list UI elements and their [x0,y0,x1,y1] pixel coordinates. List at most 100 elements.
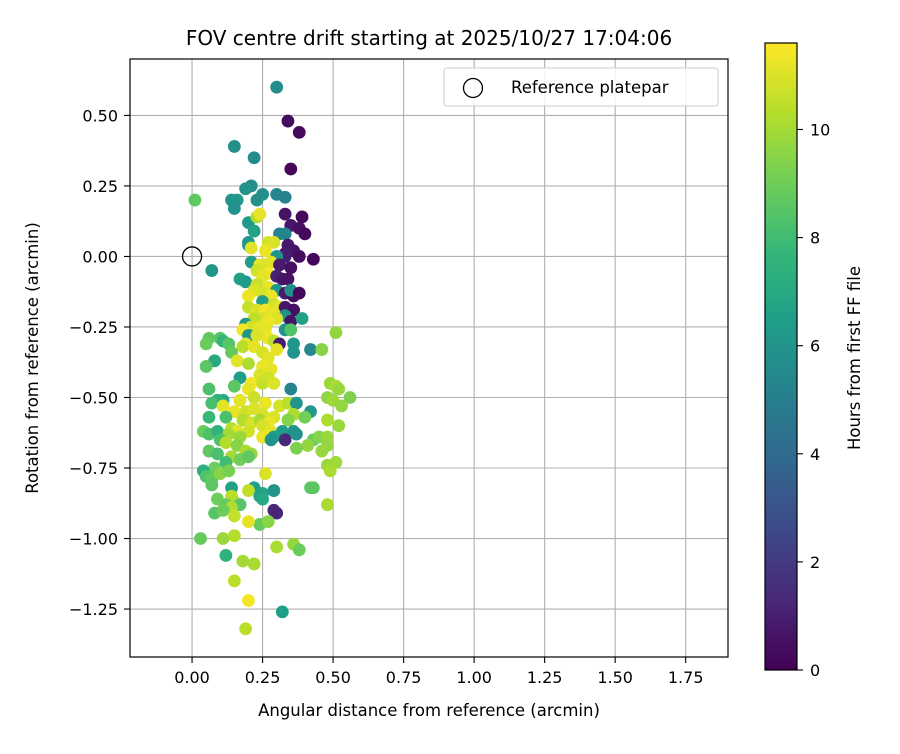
scatter-point [247,224,261,238]
scatter-point [202,410,216,424]
reference-platepar-marker [181,246,203,267]
scatter-point [258,244,272,258]
scatter-point [233,393,247,407]
scatter-point [239,622,253,636]
scatter-point [239,182,253,196]
y-tick-label: 0.50 [82,106,118,125]
colorbar-tick-label: 6 [810,337,820,356]
scatter-point [247,557,261,571]
scatter-point [247,391,261,404]
scatter-point [227,140,241,153]
scatter-point [258,467,272,481]
scatter-point [315,444,329,458]
scatter-point [230,354,244,368]
x-tick-label: 1.50 [597,668,633,687]
scatter-point [270,343,284,356]
scatter-point [292,286,306,300]
scatter-point [306,252,320,266]
scatter-point [321,498,334,512]
scatter-point [292,250,306,263]
colorbar: 0 2 4 6 8 10 Hours from first FF file [764,42,864,680]
scatter-point [270,80,284,94]
colorbar-tick-label: 10 [810,120,830,139]
scatter-point [216,532,230,545]
colorbar-frame [764,42,798,671]
grid-lines [130,59,728,657]
scatter-point [287,345,301,359]
plot-frame [129,58,729,658]
x-tick-label: 0.75 [386,668,422,687]
scatter-point [227,529,241,543]
scatter-point [284,162,298,176]
scatter-point [219,549,233,562]
scatter-point [335,399,348,413]
scatter-point [244,241,258,255]
y-axis-ticks: 0.50 0.25 0.00 −0.25 −0.50 −0.75 −1.00 −1.25 [69,106,130,619]
y-tick-label: −0.75 [69,459,118,478]
scatter-point [227,379,241,393]
legend: Reference platepar [443,67,719,107]
colorbar-gradient [765,43,797,670]
x-tick-label: 1.25 [527,668,563,687]
scatter-point [306,481,320,495]
scatter-point [329,326,343,340]
y-tick-label: −1.00 [69,530,118,549]
y-axis-title: Rotation from reference (arcmin) [23,222,42,494]
scatter-point [188,193,202,207]
x-tick-label: 1.00 [456,668,492,687]
scatter-point [216,503,230,517]
scatter-point [284,382,298,396]
scatter-point [242,289,255,303]
scatter-point [267,235,281,249]
scatter-point [290,427,303,441]
scatter-point [250,329,264,342]
legend-box [443,67,719,107]
scatter-point [211,447,224,461]
scatter-point [256,492,269,506]
scatter-point [298,410,312,424]
scatter-point [227,509,241,523]
scatter-point [256,376,269,390]
scatter-point [236,554,250,568]
scatter-point [281,114,295,128]
colorbar-ticks: 0 2 4 6 8 10 [797,120,830,680]
x-tick-label: 1.75 [668,668,704,687]
scatter-point [199,360,213,373]
scatter-point [250,193,264,207]
scatter-point [292,543,306,557]
x-tick-label: 0.25 [245,668,281,687]
scatter-point [304,343,317,356]
scatter-point [236,340,250,354]
scatter-point [242,594,255,607]
scatter-point [315,343,329,356]
scatter-point [267,376,281,390]
scatter-point [219,410,233,424]
scatter-point [199,337,213,351]
scatter-point [295,312,309,325]
scatter-point [273,258,286,272]
x-tick-label: 0.50 [315,668,351,687]
scatter-point [323,464,337,478]
legend-label: Reference platepar [511,78,669,97]
scatter-point [227,574,241,588]
y-tick-label: −0.25 [69,318,118,337]
scatter-point [264,433,278,447]
scatter-point [267,484,281,497]
scatter-point [290,441,303,455]
colorbar-tick-label: 4 [810,445,820,464]
scatter-point [270,506,284,520]
colorbar-tick-label: 2 [810,553,820,572]
scatter-point [290,396,303,410]
scatter-point [284,323,298,337]
scatter-point [332,382,346,396]
data-points [181,80,357,636]
scatter-point [253,207,267,221]
x-axis-title: Angular distance from reference (arcmin) [258,701,600,720]
scatter-point [205,264,219,277]
scatter-point [298,227,312,241]
scatter-point [247,151,261,165]
scatter-point [242,484,255,497]
scatter-point [205,478,219,492]
scatter-point [261,515,275,529]
